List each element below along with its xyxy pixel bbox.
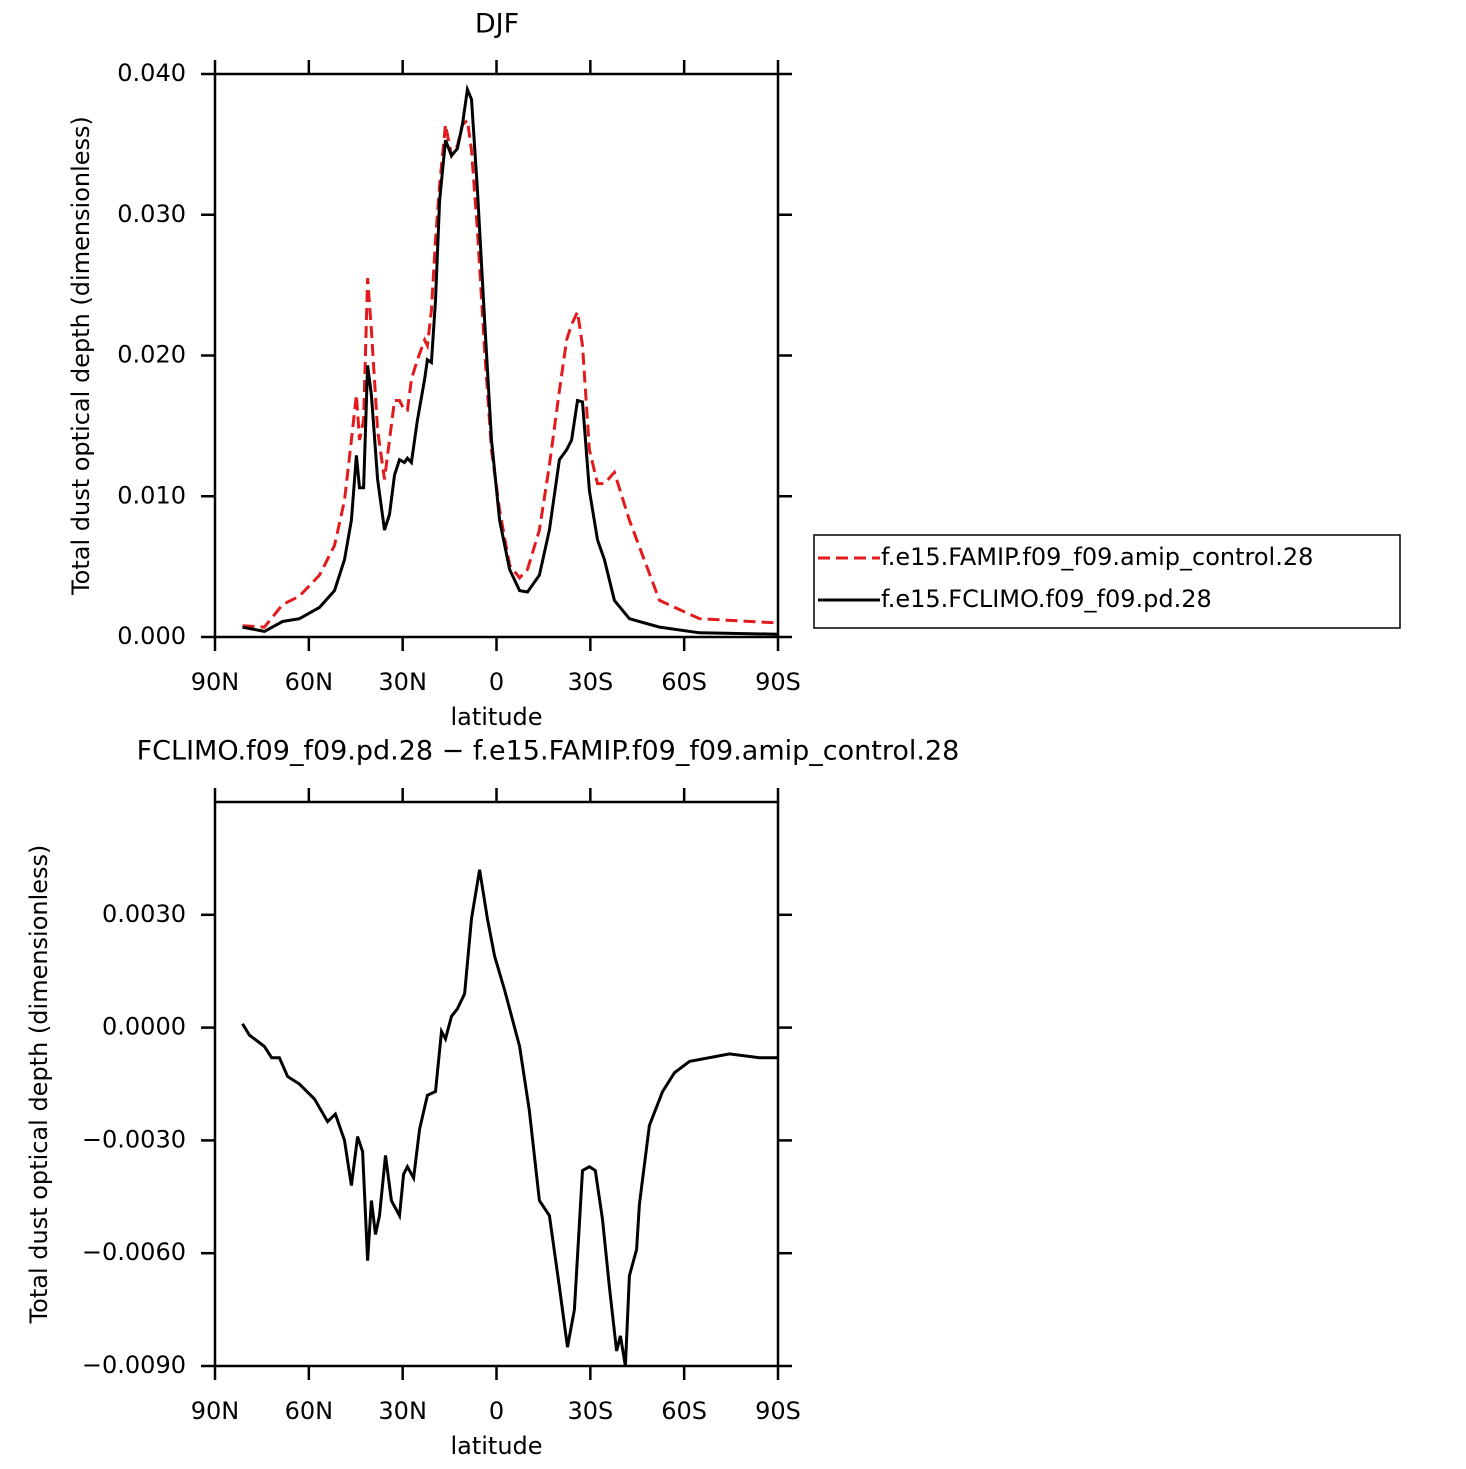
y-axis-label: Total dust optical depth (dimensionless) [67, 116, 95, 596]
x-tick-label: 90S [755, 668, 801, 696]
x-axis-label: latitude [450, 1432, 542, 1460]
legend-box [813, 534, 1401, 629]
x-tick-label: 30S [567, 1397, 613, 1425]
legend-label: f.e15.FAMIP.f09_f09.amip_control.28 [881, 543, 1313, 571]
y-tick-label: −0.0060 [82, 1238, 186, 1266]
chart-title: DJF [475, 9, 519, 40]
legend-label: f.e15.FCLIMO.f09_f09.pd.28 [881, 585, 1212, 613]
y-tick-label: 0.010 [117, 481, 186, 509]
x-tick-label: 90N [191, 1397, 240, 1425]
y-axis-label: Total dust optical depth (dimensionless) [25, 845, 53, 1325]
x-tick-label: 90S [755, 1397, 801, 1425]
y-tick-label: 0.0000 [102, 1013, 186, 1041]
x-tick-label: 30S [567, 668, 613, 696]
data-line [242, 83, 778, 636]
x-tick-label: 60S [661, 668, 707, 696]
data-line [241, 869, 778, 1367]
plot-frame [213, 72, 780, 639]
y-tick-label: 0.000 [117, 622, 186, 650]
y-tick-label: 0.040 [117, 59, 186, 87]
x-tick-label: 90N [191, 668, 240, 696]
y-tick-label: −0.0090 [82, 1351, 186, 1379]
y-tick-label: −0.0030 [82, 1125, 186, 1153]
y-tick-label: 0.020 [117, 341, 186, 369]
y-tick-label: 0.0030 [102, 900, 186, 928]
x-tick-label: 60S [661, 1397, 707, 1425]
x-tick-label: 30N [378, 1397, 427, 1425]
x-tick-label: 0 [489, 668, 504, 696]
x-tick-label: 60N [285, 668, 334, 696]
x-tick-label: 30N [378, 668, 427, 696]
data-line [242, 117, 778, 629]
x-tick-label: 60N [285, 1397, 334, 1425]
x-axis-label: latitude [450, 703, 542, 731]
x-tick-label: 0 [489, 1397, 504, 1425]
y-tick-label: 0.030 [117, 200, 186, 228]
chart-title: FCLIMO.f09_f09.pd.28 − f.e15.FAMIP.f09_f… [137, 736, 960, 767]
